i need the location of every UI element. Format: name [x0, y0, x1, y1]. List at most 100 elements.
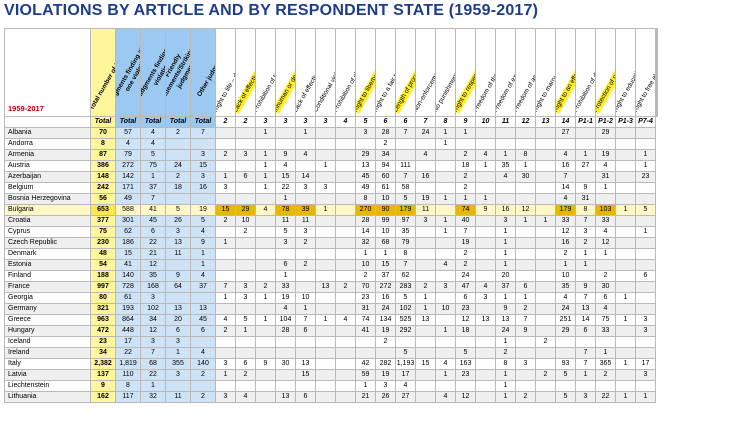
article-header-label: Prohibition of slavery/forced labour — [335, 30, 356, 114]
value-cell: 1 — [255, 127, 276, 139]
value-cell — [615, 215, 636, 227]
value-cell — [235, 193, 256, 205]
value-cell — [515, 127, 536, 139]
value-cell: 13 — [575, 303, 596, 315]
value-cell — [255, 270, 276, 282]
value-cell: 3 — [215, 182, 236, 194]
value-cell: 31 — [575, 193, 596, 205]
value-cell — [515, 259, 536, 271]
value-cell — [335, 259, 356, 271]
value-cell — [315, 138, 336, 150]
value-cell: 7 — [575, 358, 596, 370]
value-cell: 12 — [595, 237, 616, 249]
value-cell: 19 — [190, 204, 216, 216]
value-cell — [235, 127, 256, 139]
value-cell — [315, 226, 336, 238]
value-cell: 16 — [375, 292, 396, 304]
value-cell: 5 — [395, 292, 416, 304]
table-row: Latvia 137 110 22 3 2 1 2 15 59 19 17 1 23 1 2 5 1 2 3 — [4, 369, 658, 381]
value-cell: 1 — [495, 259, 516, 271]
value-cell — [615, 182, 636, 194]
value-cell: 140 — [115, 270, 141, 282]
subheader-cell: P1-2 — [595, 116, 616, 128]
value-cell: 28 — [375, 127, 396, 139]
value-cell: 472 — [90, 325, 116, 337]
value-cell: 365 — [595, 358, 616, 370]
value-cell: 13 — [415, 314, 436, 326]
value-cell — [190, 193, 216, 205]
value-cell: 2 — [295, 237, 316, 249]
value-cell — [335, 270, 356, 282]
value-cell: 31 — [595, 171, 616, 183]
value-cell — [190, 292, 216, 304]
value-cell: 1 — [635, 149, 656, 161]
value-cell — [435, 149, 456, 161]
article-header-label: Conditional violations — [315, 56, 336, 114]
table-row: Iceland 23 17 3 3 2 1 2 — [4, 336, 658, 348]
value-cell — [535, 182, 556, 194]
value-cell: 7 — [215, 281, 236, 293]
article-header-label: Right to respect for private and family … — [456, 29, 475, 115]
value-cell: 321 — [90, 303, 116, 315]
value-cell — [165, 292, 191, 304]
value-cell: 8 — [395, 248, 416, 260]
value-cell: 1 — [275, 193, 296, 205]
value-cell: 2 — [375, 336, 396, 348]
article-header: Other Articles of the Convention — [656, 28, 658, 117]
value-cell: 27 — [555, 127, 576, 139]
value-cell — [535, 325, 556, 337]
value-cell: 87 — [90, 149, 116, 161]
value-cell: 13 — [355, 160, 376, 172]
value-cell: 1 — [455, 127, 476, 139]
value-cell — [535, 171, 556, 183]
value-cell: 1 — [435, 215, 456, 227]
value-cell: 1 — [495, 248, 516, 260]
value-cell: 41 — [355, 325, 376, 337]
value-cell — [165, 149, 191, 161]
value-cell: 54 — [90, 259, 116, 271]
value-cell — [595, 193, 616, 205]
value-cell: 19 — [455, 237, 476, 249]
value-cell: 11 — [295, 215, 316, 227]
value-cell: 1 — [635, 160, 656, 172]
value-cell — [635, 248, 656, 260]
value-cell: 7 — [190, 127, 216, 139]
value-cell — [475, 259, 496, 271]
value-cell: 13 — [495, 314, 516, 326]
value-cell — [615, 149, 636, 161]
value-cell: 7 — [395, 171, 416, 183]
article-header-label: Inhuman or degrading treatment — [276, 29, 295, 115]
value-cell: 282 — [375, 358, 396, 370]
value-cell — [335, 336, 356, 348]
value-cell: 12 — [515, 204, 536, 216]
value-cell — [535, 303, 556, 315]
value-cell: 3 — [235, 149, 256, 161]
value-cell: 79 — [395, 237, 416, 249]
state-name: Bulgaria — [4, 204, 91, 216]
state-name: Liechtenstein — [4, 380, 91, 392]
value-cell — [215, 226, 236, 238]
value-cell — [335, 391, 356, 403]
value-cell: 1 — [355, 380, 376, 392]
value-cell — [535, 226, 556, 238]
value-cell: 7 — [295, 314, 316, 326]
value-cell — [535, 270, 556, 282]
value-cell: 33 — [595, 325, 616, 337]
value-cell — [215, 303, 236, 315]
value-cell: 272 — [375, 281, 396, 293]
value-cell: 142 — [115, 171, 141, 183]
value-cell — [495, 182, 516, 194]
value-cell: 75 — [90, 226, 116, 238]
value-cell — [435, 171, 456, 183]
value-cell: 1 — [435, 193, 456, 205]
value-cell — [315, 391, 336, 403]
table-row: Andorra 8 4 4 2 1 — [4, 138, 658, 150]
value-cell: 29 — [235, 204, 256, 216]
value-cell — [475, 171, 496, 183]
value-cell — [475, 237, 496, 249]
value-cell: 1 — [255, 171, 276, 183]
value-cell: 1 — [415, 303, 436, 315]
value-cell — [575, 380, 596, 392]
value-cell — [615, 138, 636, 150]
value-cell: 7 — [575, 347, 596, 359]
